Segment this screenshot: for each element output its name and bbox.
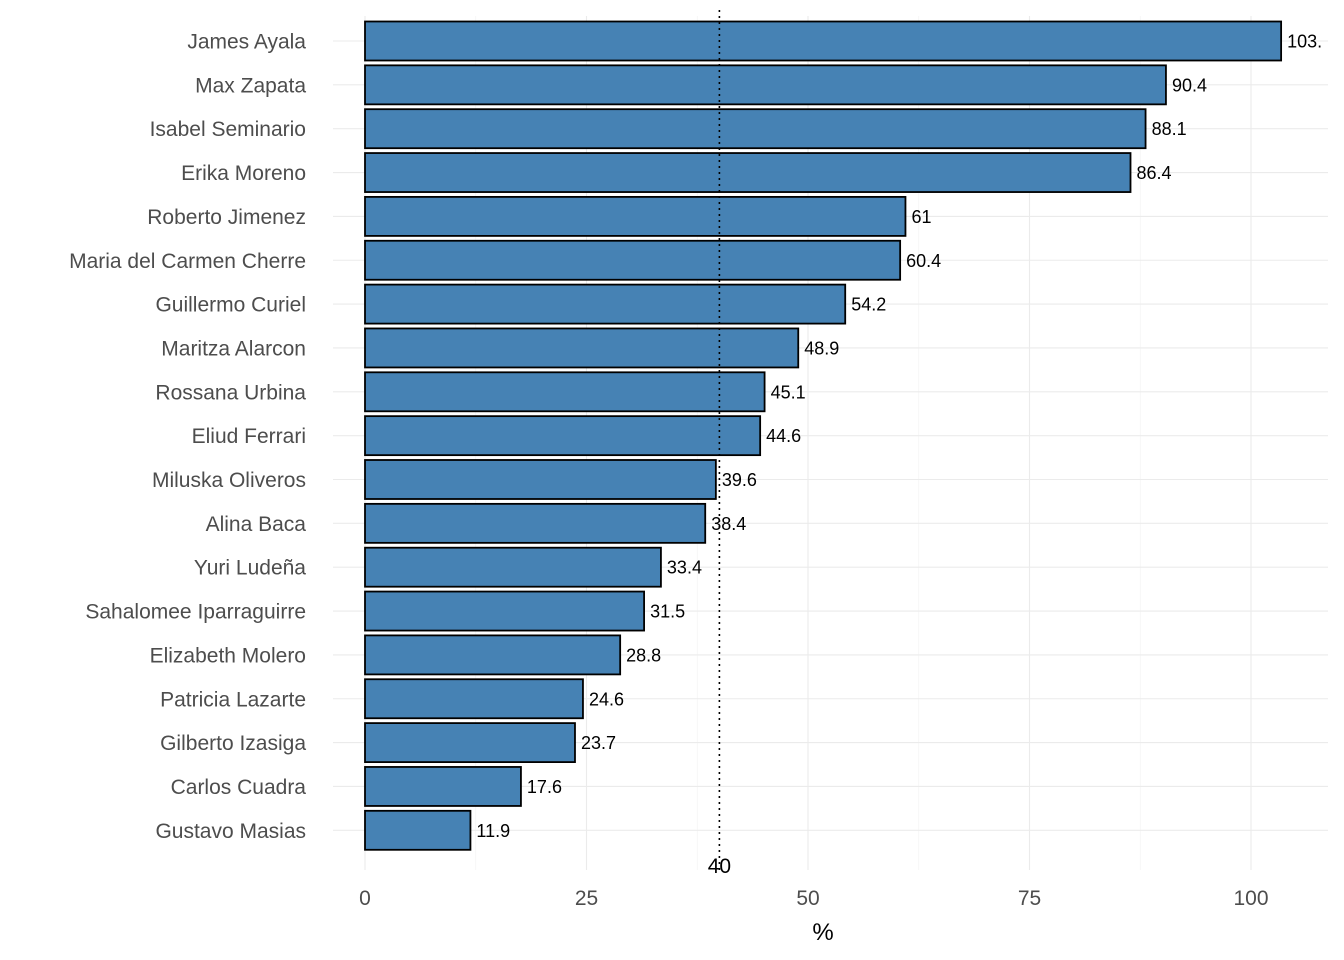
bar	[364, 239, 902, 281]
bar	[364, 108, 1147, 150]
category-label: Erika Moreno	[181, 162, 306, 185]
value-label: 86.4	[1137, 163, 1172, 183]
value-label: 103.	[1287, 32, 1322, 52]
bar	[364, 722, 576, 763]
bar	[364, 20, 1283, 62]
bar	[364, 64, 1167, 106]
category-labels-layer: James Ayala Max Zapata Isabel Seminario Eri…	[69, 31, 306, 843]
value-label: 44.6	[766, 426, 801, 446]
x-axis-title: %	[812, 919, 833, 946]
value-labels-layer: 103. 90.4 88.1 86.4 61 60.4 54.2 48.9 45.1 44.6 39…	[476, 32, 1322, 841]
value-label: 61	[911, 207, 931, 227]
category-label: Maritza Alarcon	[161, 337, 306, 360]
category-label: Maria del Carmen Cherre	[69, 250, 306, 273]
x-tick-label: 0	[359, 887, 371, 910]
category-label: Guillermo Curiel	[155, 294, 306, 317]
bar	[364, 371, 766, 413]
x-tick-label: 25	[575, 887, 598, 910]
bar	[364, 502, 707, 544]
x-tick-labels-layer: 0 25 50 75 100	[359, 887, 1268, 910]
value-label: 54.2	[851, 295, 886, 315]
value-label: 11.9	[476, 821, 510, 841]
bar	[364, 634, 622, 676]
value-label: 23.7	[581, 733, 616, 753]
bar	[364, 546, 662, 588]
category-label: Patricia Lazarte	[160, 688, 306, 711]
x-tick-label: 50	[796, 887, 819, 910]
bar	[364, 283, 847, 325]
reference-line-layer: 40	[708, 10, 731, 878]
category-label: Sahalomee Iparraguirre	[85, 601, 306, 624]
reference-line-label: 40	[708, 855, 731, 878]
category-label: Isabel Seminario	[150, 118, 306, 141]
value-label: 88.1	[1152, 119, 1187, 139]
bar	[364, 195, 907, 237]
category-label: Alina Baca	[206, 513, 307, 536]
category-label: Rossana Urbina	[155, 381, 306, 404]
category-label: James Ayala	[187, 31, 306, 54]
bar	[364, 809, 472, 851]
value-label: 17.6	[527, 777, 562, 797]
bar	[364, 415, 762, 457]
bars-layer	[364, 20, 1283, 851]
category-label: Yuri Ludeña	[194, 557, 306, 580]
value-label: 48.9	[804, 338, 839, 358]
bar	[364, 459, 717, 500]
value-label: 60.4	[906, 251, 941, 271]
value-label: 45.1	[771, 382, 806, 402]
value-label: 90.4	[1172, 75, 1207, 95]
bar	[364, 678, 584, 720]
category-label: Carlos Cuadra	[171, 776, 307, 799]
bar	[364, 766, 522, 807]
x-tick-label: 100	[1233, 887, 1268, 910]
bar	[364, 590, 645, 632]
category-label: Miluska Oliveros	[152, 469, 306, 492]
bar	[364, 327, 800, 369]
category-label: Gilberto Izasiga	[160, 732, 306, 755]
category-label: Elizabeth Molero	[150, 644, 306, 667]
bar	[364, 152, 1132, 193]
category-label: Roberto Jimenez	[147, 206, 306, 229]
category-label: Max Zapata	[195, 74, 306, 97]
x-tick-label: 75	[1018, 887, 1041, 910]
value-label: 24.6	[589, 689, 624, 709]
value-label: 33.4	[667, 558, 702, 578]
value-label: 28.8	[626, 645, 661, 665]
value-label: 39.6	[722, 470, 757, 490]
category-label: Gustavo Masias	[155, 820, 306, 843]
value-label: 31.5	[650, 602, 685, 622]
value-label: 38.4	[711, 514, 746, 534]
category-label: Eliud Ferrari	[192, 425, 306, 448]
